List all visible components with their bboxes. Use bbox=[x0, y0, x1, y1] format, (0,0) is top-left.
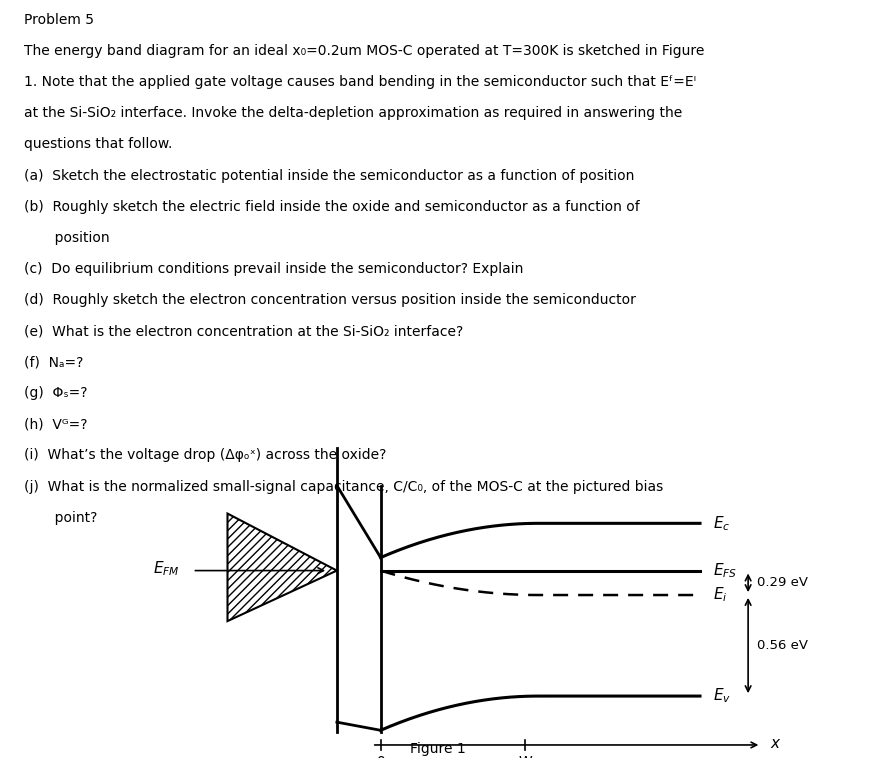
Text: Problem 5: Problem 5 bbox=[24, 13, 94, 27]
Text: Figure 1: Figure 1 bbox=[410, 742, 466, 756]
Text: The energy band diagram for an ideal x₀=0.2um MOS-C operated at T=300K is sketch: The energy band diagram for an ideal x₀=… bbox=[24, 44, 705, 58]
Text: $E_c$: $E_c$ bbox=[713, 514, 731, 533]
Text: (c)  Do equilibrium conditions prevail inside the semiconductor? Explain: (c) Do equilibrium conditions prevail in… bbox=[24, 262, 524, 276]
Text: $E_v$: $E_v$ bbox=[713, 687, 732, 706]
Text: $E_{FM}$: $E_{FM}$ bbox=[153, 559, 179, 578]
Text: (g)  Φₛ=?: (g) Φₛ=? bbox=[24, 387, 88, 400]
Text: point?: point? bbox=[24, 511, 98, 525]
Text: (a)  Sketch the electrostatic potential inside the semiconductor as a function o: (a) Sketch the electrostatic potential i… bbox=[24, 168, 635, 183]
Polygon shape bbox=[228, 514, 337, 621]
Text: (i)  What’s the voltage drop (Δφₒˣ) across the oxide?: (i) What’s the voltage drop (Δφₒˣ) acros… bbox=[24, 449, 387, 462]
Text: $E_i$: $E_i$ bbox=[713, 586, 728, 604]
Text: (f)  Nₐ=?: (f) Nₐ=? bbox=[24, 356, 84, 369]
Text: $E_{FS}$: $E_{FS}$ bbox=[713, 561, 738, 580]
Text: $x$: $x$ bbox=[770, 736, 781, 751]
Text: (b)  Roughly sketch the electric field inside the oxide and semiconductor as a f: (b) Roughly sketch the electric field in… bbox=[24, 199, 640, 214]
Text: (h)  Vᴳ=?: (h) Vᴳ=? bbox=[24, 418, 88, 431]
Text: (j)  What is the normalized small-signal capacitance, C/C₀, of the MOS-C at the : (j) What is the normalized small-signal … bbox=[24, 480, 664, 493]
Text: 0: 0 bbox=[376, 755, 385, 758]
Text: position: position bbox=[24, 230, 110, 245]
Text: W: W bbox=[518, 755, 532, 758]
Text: (d)  Roughly sketch the electron concentration versus position inside the semico: (d) Roughly sketch the electron concentr… bbox=[24, 293, 636, 307]
Text: questions that follow.: questions that follow. bbox=[24, 137, 173, 152]
Text: 0.29 eV: 0.29 eV bbox=[757, 576, 808, 589]
Text: (e)  What is the electron concentration at the Si-SiO₂ interface?: (e) What is the electron concentration a… bbox=[24, 324, 464, 338]
Text: at the Si-SiO₂ interface. Invoke the delta-depletion approximation as required i: at the Si-SiO₂ interface. Invoke the del… bbox=[24, 106, 682, 121]
Text: 1. Note that the applied gate voltage causes band bending in the semiconductor s: 1. Note that the applied gate voltage ca… bbox=[24, 75, 696, 89]
Text: 0.56 eV: 0.56 eV bbox=[757, 639, 808, 652]
